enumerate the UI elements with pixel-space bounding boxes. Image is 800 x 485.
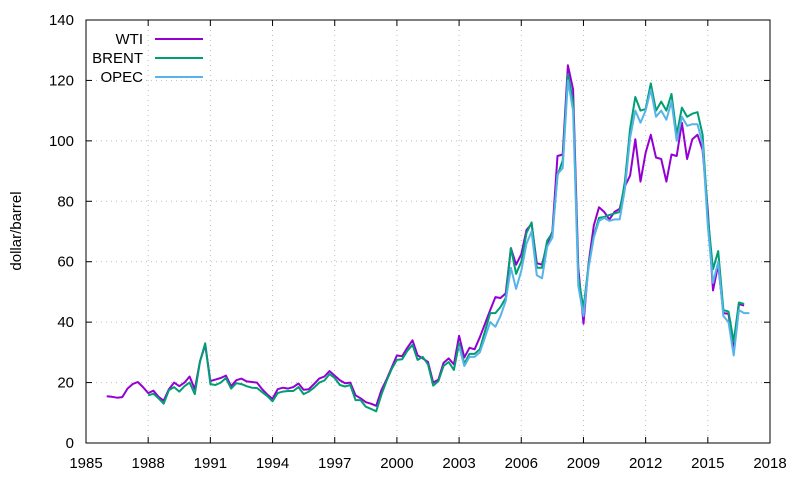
grid	[86, 20, 770, 443]
y-tick-label: 140	[49, 12, 74, 29]
y-tick-label: 120	[49, 72, 74, 89]
x-tick-label: 1991	[194, 455, 227, 472]
series-line-opec	[458, 79, 750, 367]
y-tick-label: 0	[66, 435, 74, 452]
legend-label-opec: OPEC	[100, 69, 143, 86]
x-tick-label: 2015	[691, 455, 724, 472]
x-tick-label: 2000	[380, 455, 413, 472]
legend: WTI BRENT OPEC	[92, 31, 203, 86]
x-tick-label: 2006	[505, 455, 538, 472]
x-tick-label: 2009	[567, 455, 600, 472]
series-lines	[106, 64, 750, 413]
x-tick-label: 1994	[256, 455, 289, 472]
y-axis: 0 20 40 60 80 100 120 140	[49, 12, 770, 452]
legend-label-wti: WTI	[116, 31, 144, 48]
y-tick-label: 60	[57, 254, 74, 271]
series-line-brent	[147, 73, 745, 413]
y-tick-label: 40	[57, 314, 74, 331]
x-tick-label: 2003	[442, 455, 475, 472]
x-axis: 1985 1988 1991 1994 1997 2000 2003 2006 2009 2012…	[69, 20, 787, 472]
x-tick-label: 2018	[753, 455, 786, 472]
y-tick-label: 100	[49, 133, 74, 150]
y-tick-label: 80	[57, 193, 74, 210]
x-tick-label: 2012	[629, 455, 662, 472]
x-tick-label: 1988	[131, 455, 164, 472]
x-tick-label: 1985	[69, 455, 102, 472]
y-axis-label: dollar/barrel	[8, 191, 25, 270]
x-tick-label: 1997	[318, 455, 351, 472]
legend-label-brent: BRENT	[92, 50, 143, 67]
y-tick-label: 20	[57, 375, 74, 392]
plot-frame	[85, 19, 771, 444]
